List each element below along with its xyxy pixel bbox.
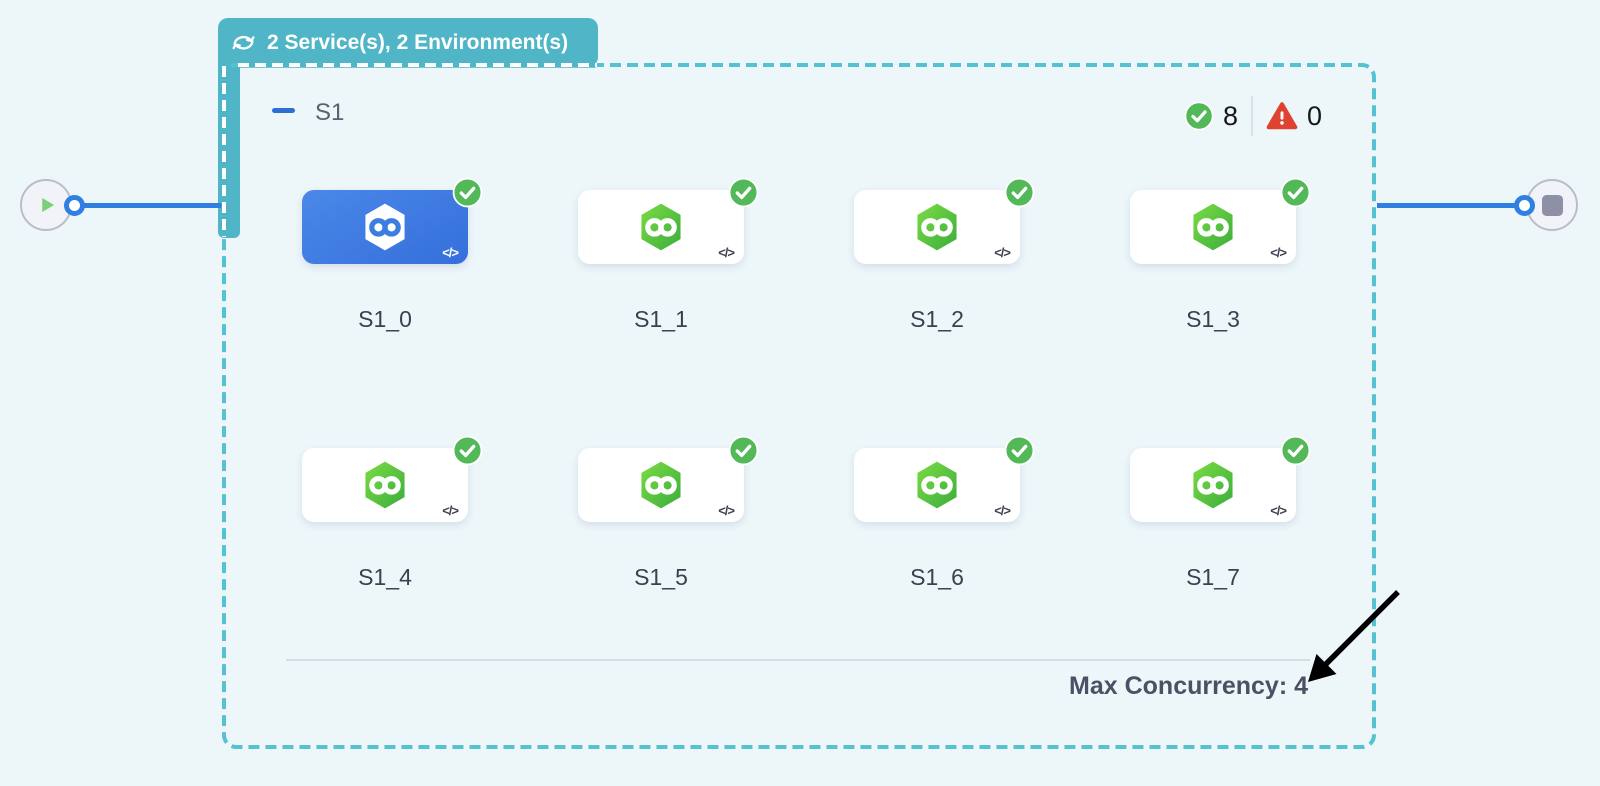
step-cell: </> S1_6: [854, 435, 1035, 706]
code-icon: </>: [442, 503, 459, 518]
step-card[interactable]: </>: [302, 435, 483, 522]
step-label: S1_0: [358, 306, 412, 332]
service-hexagon-icon: [1190, 202, 1236, 252]
check-circle-icon: [452, 177, 483, 208]
service-hexagon-icon: [362, 460, 408, 510]
service-hexagon-icon: [638, 460, 684, 510]
step-card[interactable]: </>: [1130, 177, 1311, 264]
step-label: S1_7: [1186, 564, 1240, 590]
code-icon: </>: [442, 245, 459, 260]
connector-port-right: [1513, 194, 1535, 216]
step-cell: </> S1_2: [854, 177, 1035, 448]
service-hexagon-icon: [1190, 460, 1236, 510]
step-card[interactable]: </>: [854, 435, 1035, 522]
step-card[interactable]: </>: [578, 177, 759, 264]
steps-grid: </> S1_0 </>: [302, 177, 1406, 706]
loop-icon: [230, 30, 257, 55]
check-circle-icon: [1004, 177, 1035, 208]
warning-triangle-icon: [1266, 101, 1298, 131]
success-count: 8: [1222, 100, 1238, 131]
stage-title: S1: [315, 99, 345, 126]
step-card[interactable]: </>: [1130, 435, 1311, 522]
service-hexagon-icon: [914, 202, 960, 252]
service-hexagon-icon: [914, 460, 960, 510]
step-label: S1_2: [910, 306, 964, 332]
code-icon: </>: [994, 503, 1011, 518]
step-cell: </> S1_3: [1130, 177, 1311, 448]
step-card[interactable]: </>: [578, 435, 759, 522]
step-label: S1_3: [1186, 306, 1240, 332]
connector-line-left: [70, 202, 222, 208]
stop-icon: [1541, 194, 1563, 216]
step-label: S1_6: [910, 564, 964, 590]
step-label: S1_5: [634, 564, 688, 590]
code-icon: </>: [994, 245, 1011, 260]
step-card[interactable]: </>: [854, 177, 1035, 264]
check-circle-icon: [1004, 435, 1035, 466]
check-circle-icon: [728, 177, 759, 208]
step-label: S1_1: [634, 306, 688, 332]
matrix-badge-label: 2 Service(s), 2 Environment(s): [267, 30, 569, 54]
stage-collapse-minus-icon[interactable]: [272, 108, 295, 113]
step-cell: </> S1_1: [578, 177, 759, 448]
step-card[interactable]: </>: [302, 177, 483, 264]
matrix-badge-strip: [218, 40, 240, 238]
play-icon: [33, 192, 59, 218]
step-cell: </> S1_5: [578, 435, 759, 706]
count-divider: [1250, 96, 1253, 136]
code-icon: </>: [1270, 503, 1287, 518]
failure-count: 0: [1306, 100, 1322, 131]
code-icon: </>: [718, 503, 735, 518]
check-circle-icon: [1280, 177, 1311, 208]
pipeline-start-node[interactable]: [20, 179, 72, 231]
footer-divider: [286, 659, 1310, 661]
service-hexagon-icon: [362, 202, 408, 252]
check-circle-icon: [452, 435, 483, 466]
check-circle-icon: [728, 435, 759, 466]
step-label: S1_4: [358, 564, 412, 590]
check-circle-icon: [1280, 435, 1311, 466]
step-cell: </> S1_7: [1130, 435, 1311, 706]
stage-status-counts: 8 0: [1184, 96, 1322, 136]
check-circle-icon: [1184, 101, 1214, 131]
connector-port-left: [63, 194, 85, 216]
connector-line-right: [1377, 202, 1516, 208]
code-icon: </>: [718, 245, 735, 260]
matrix-strategy-badge[interactable]: 2 Service(s), 2 Environment(s): [218, 18, 598, 67]
code-icon: </>: [1270, 245, 1287, 260]
step-cell: </> S1_4: [302, 435, 483, 706]
max-concurrency-label: Max Concurrency: 4: [1069, 672, 1308, 700]
step-cell: </> S1_0: [302, 177, 483, 448]
service-hexagon-icon: [638, 202, 684, 252]
